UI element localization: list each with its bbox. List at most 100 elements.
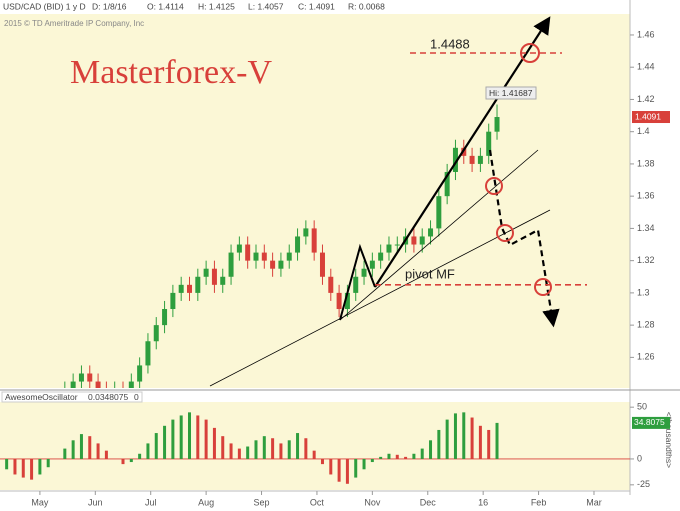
y-tick-label: 1.42 xyxy=(637,94,655,104)
circle xyxy=(485,177,503,195)
candle-body xyxy=(261,252,267,261)
candle-body xyxy=(78,373,84,382)
header-text: L: 1.4057 xyxy=(248,1,284,11)
osc-bar xyxy=(179,415,183,459)
osc-value-label: 34.8075 xyxy=(634,417,665,427)
y-tick-label: 1.28 xyxy=(637,320,655,330)
osc-bar xyxy=(21,458,25,478)
osc-bar xyxy=(437,429,441,459)
candle-body xyxy=(336,292,342,310)
trend-line xyxy=(374,16,551,288)
candle-body xyxy=(211,268,217,285)
header-text: H: 1.4125 xyxy=(198,1,235,11)
osc-bar xyxy=(129,458,133,463)
level-label: 1.4488 xyxy=(430,36,470,51)
candle-body xyxy=(87,373,93,382)
candle-body xyxy=(411,236,417,245)
candle-body xyxy=(319,252,325,277)
candle-body xyxy=(70,381,76,388)
osc-bar xyxy=(187,412,191,459)
osc-bar xyxy=(163,425,167,459)
candle-body xyxy=(278,260,284,269)
osc-bar xyxy=(354,458,358,478)
projection xyxy=(488,149,560,328)
osc-bar xyxy=(96,443,100,459)
circle xyxy=(496,224,514,242)
osc-readout: 0.0348075 xyxy=(88,392,128,402)
candle-body xyxy=(386,244,392,253)
candle-body xyxy=(428,228,434,237)
hi-label: Hi: 1.41687 xyxy=(489,88,533,98)
y-tick-label: 1.3 xyxy=(637,287,650,297)
level-label: pivot MF xyxy=(405,266,455,281)
y-tick-label: 1.26 xyxy=(637,352,655,362)
osc-bar xyxy=(246,446,250,459)
candle-body xyxy=(220,276,226,285)
osc-bar xyxy=(154,433,158,459)
candle-body xyxy=(186,284,192,293)
x-tick-label: Mar xyxy=(586,497,602,507)
osc-bar xyxy=(104,450,108,459)
osc-bar xyxy=(271,438,275,459)
x-tick-label: Jul xyxy=(145,497,157,507)
osc-name: AwesomeOscillator xyxy=(5,392,78,402)
y-tick-label: 1.38 xyxy=(637,158,655,168)
osc-bar xyxy=(71,440,75,459)
candle-body xyxy=(145,341,151,366)
osc-bar xyxy=(221,436,225,459)
candles xyxy=(64,104,500,388)
y-tick-label: 50 xyxy=(637,402,647,412)
trend-line xyxy=(209,209,551,387)
osc-bar xyxy=(212,427,216,459)
candle-body xyxy=(469,155,475,164)
candle-body xyxy=(436,196,442,229)
candle-body xyxy=(369,260,375,269)
osc-bar xyxy=(429,440,433,459)
osc-bar xyxy=(329,458,333,475)
candle-body xyxy=(162,309,168,326)
y-tick-label: 1.46 xyxy=(637,29,655,39)
zigzag xyxy=(339,243,376,321)
hi-box xyxy=(485,86,537,100)
candle-body xyxy=(178,284,184,293)
x-tick-label: Nov xyxy=(364,497,381,507)
candle-body xyxy=(270,260,276,269)
price-box xyxy=(632,111,670,124)
osc-bar xyxy=(445,419,449,459)
circle xyxy=(534,278,552,296)
osc-bar xyxy=(370,458,374,463)
osc-bar xyxy=(229,443,233,459)
osc-y-label: <thousandths> xyxy=(664,412,674,468)
candle-body xyxy=(295,236,301,253)
x-tick-label: Dec xyxy=(420,497,437,507)
candle-body xyxy=(228,252,234,277)
osc-bar xyxy=(171,419,175,459)
osc-bar xyxy=(404,456,408,459)
candle-body xyxy=(195,276,201,293)
osc-bar xyxy=(495,422,499,459)
candle-body xyxy=(494,117,500,132)
y-tick-label: 1.4 xyxy=(637,126,650,136)
osc-bar xyxy=(79,434,83,459)
osc-bar xyxy=(63,448,67,459)
osc-bar xyxy=(254,440,258,459)
osc-bar xyxy=(204,419,208,459)
candle-body xyxy=(328,276,334,293)
candle-body xyxy=(344,292,350,310)
candle-body xyxy=(236,244,242,253)
y-tick-label: 1.36 xyxy=(637,191,655,201)
candle-body xyxy=(419,236,425,245)
osc-bar xyxy=(379,456,383,459)
header-text: D: 1/8/16 xyxy=(92,1,127,11)
candle-body xyxy=(245,244,251,261)
osc-readout: 0 xyxy=(134,392,139,402)
osc-bar xyxy=(345,458,349,484)
osc-bar xyxy=(470,417,474,459)
y-tick-label: -25 xyxy=(637,479,650,489)
osc-bar xyxy=(262,436,266,459)
osc-bar xyxy=(38,458,42,475)
osc-bar xyxy=(138,453,142,459)
osc-bar xyxy=(387,453,391,459)
osc-bar xyxy=(5,458,9,470)
header-text: O: 1.4114 xyxy=(147,1,184,11)
